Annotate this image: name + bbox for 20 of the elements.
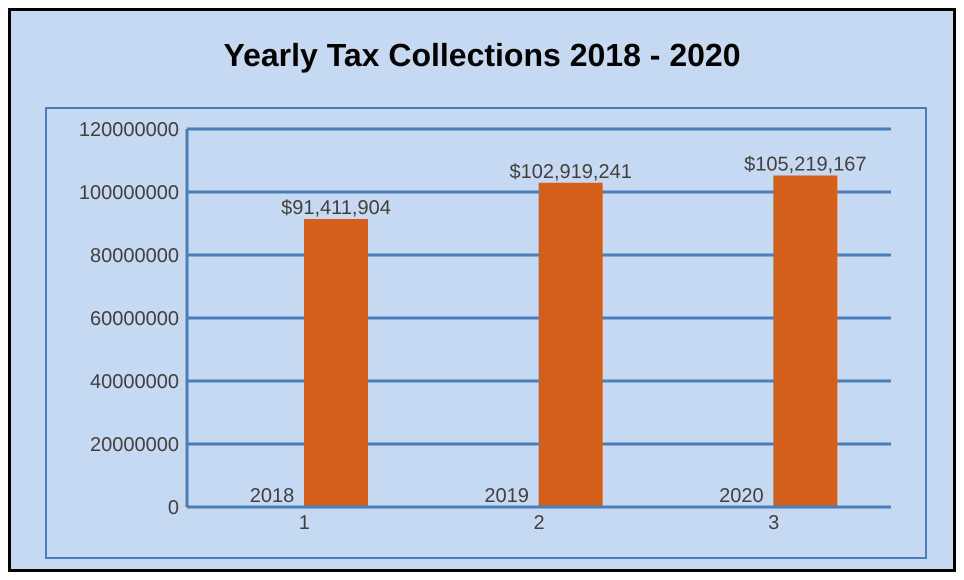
data-label: $105,219,167 <box>744 154 867 176</box>
chart-title: Yearly Tax Collections 2018 - 2020 <box>222 36 742 73</box>
bar <box>304 219 368 507</box>
data-label: 2019 <box>484 484 529 507</box>
x-tick-label: 1 <box>298 512 310 534</box>
y-tick-label: 40000000 <box>90 371 179 394</box>
y-tick-label: 80000000 <box>90 245 179 268</box>
data-label: $91,411,904 <box>281 197 391 220</box>
bar <box>538 182 603 507</box>
data-label: $102,919,241 <box>509 160 632 183</box>
data-label: 2020 <box>719 484 764 507</box>
y-tick-label: 120000000 <box>78 119 179 142</box>
data-label: 2018 <box>250 484 294 507</box>
bar <box>773 176 838 507</box>
y-tick-label: 100000000 <box>78 182 179 204</box>
x-tick-label: 2 <box>533 512 545 534</box>
y-tick-label: 20000000 <box>90 434 179 456</box>
y-tick-label: 60000000 <box>90 308 179 330</box>
y-tick-label: 0 <box>168 497 179 520</box>
x-tick-label: 3 <box>768 512 780 534</box>
